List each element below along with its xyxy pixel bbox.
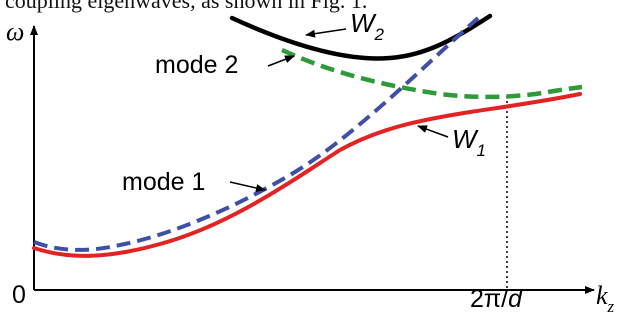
label-w1-main: W xyxy=(452,124,479,154)
label-w2-sub: 2 xyxy=(374,25,385,44)
x-tick-label-d: d xyxy=(508,285,523,313)
label-w2-main: W xyxy=(350,8,377,38)
label-mode1: mode 1 xyxy=(122,168,266,196)
svg-text:2π/d: 2π/d xyxy=(470,285,523,313)
label-mode2: mode 2 xyxy=(155,51,295,79)
curve-mode2 xyxy=(281,47,583,100)
curve-mode1 xyxy=(33,16,480,252)
curve-w1 xyxy=(32,92,582,258)
label-mode2-text: mode 2 xyxy=(155,51,238,79)
svg-text:kz: kz xyxy=(596,281,615,316)
x-tick-label-num: 2π/ xyxy=(470,285,508,313)
caption-fragment: coupling eigenwaves, as shown in Fig. 1. xyxy=(5,0,367,13)
label-w2: W2 xyxy=(305,8,385,44)
label-mode1-text: mode 1 xyxy=(122,168,205,196)
y-axis-symbol: ω xyxy=(6,17,24,46)
x-axis-symbol: kz xyxy=(596,281,615,316)
x-tick-label-2pi-d: 2π/d xyxy=(470,285,523,313)
x-axis-symbol-main: k xyxy=(596,281,608,310)
origin-label: 0 xyxy=(12,281,26,309)
label-w1: W1 xyxy=(417,124,486,160)
x-axis-symbol-sub: z xyxy=(607,297,615,316)
svg-text:W1: W1 xyxy=(452,124,486,160)
svg-text:W2: W2 xyxy=(350,8,385,44)
label-w1-sub: 1 xyxy=(477,141,486,160)
